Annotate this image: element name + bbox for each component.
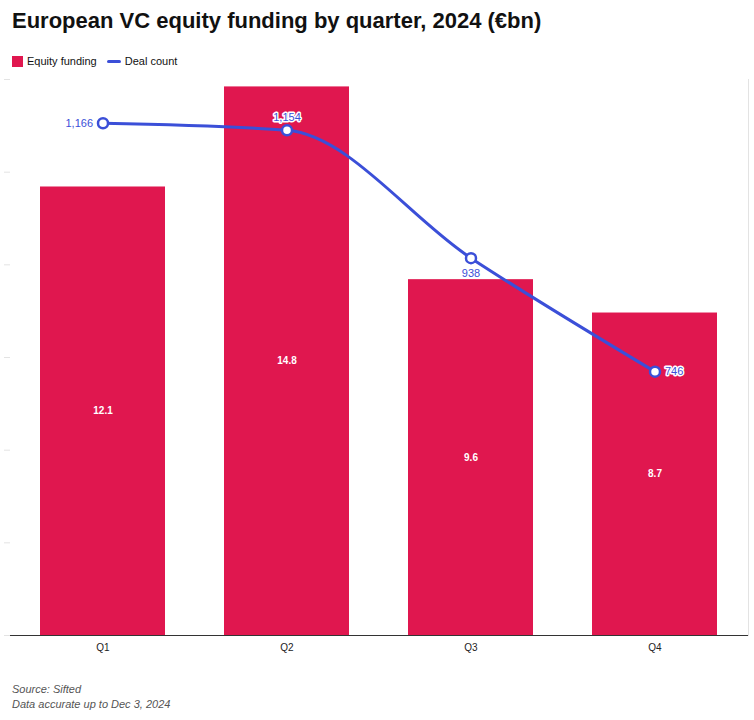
svg-text:1,166: 1,166 (65, 117, 93, 129)
svg-text:Q1: Q1 (96, 642, 110, 653)
svg-text:Q3: Q3 (464, 642, 478, 653)
html-text:Equity funding: Equity funding (27, 55, 97, 67)
svg-text:9.6: 9.6 (464, 452, 478, 463)
svg-text:14.8: 14.8 (277, 355, 297, 366)
html-text:European VC equity funding by: European VC equity funding by quarter, 2… (12, 8, 542, 33)
html-text:Source: Sifted: Source: Sifted (12, 683, 82, 695)
svg-text:Q4: Q4 (648, 642, 662, 653)
svg-text:746: 746 (665, 365, 683, 377)
svg-text:8.7: 8.7 (648, 468, 662, 479)
svg-text:Q2: Q2 (280, 642, 294, 653)
html-text:Deal count: Deal count (124, 55, 178, 67)
svg-text:938: 938 (462, 267, 480, 279)
svg-text:12.1: 12.1 (93, 405, 113, 416)
svg-text:1,154: 1,154 (273, 111, 301, 123)
html-text:Data accurate up to Dec 3, 202: Data accurate up to Dec 3, 2024 (12, 698, 171, 710)
